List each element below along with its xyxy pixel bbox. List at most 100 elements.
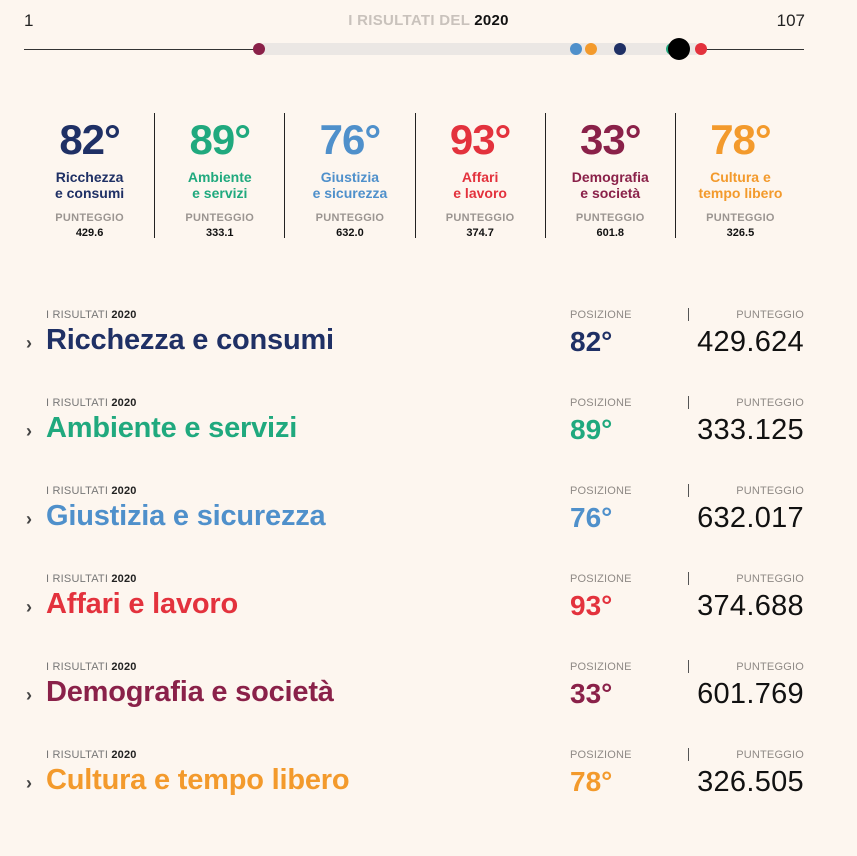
summary-score-label: PUNTEGGIO: [445, 212, 515, 224]
summary-score-label: PUNTEGGIO: [575, 212, 645, 224]
result-row-demografia[interactable]: I RISULTATI 2020 › Demografia e società …: [0, 652, 857, 740]
summary-score-label: PUNTEGGIO: [185, 212, 255, 224]
rank-title-prefix: I RISULTATI DEL: [348, 12, 471, 29]
chevron-right-icon[interactable]: ›: [26, 685, 32, 705]
column-divider: [688, 308, 689, 321]
result-row-giustizia[interactable]: I RISULTATI 2020 › Giustizia e sicurezza…: [0, 476, 857, 564]
rank-min-label: 1: [24, 11, 34, 30]
result-title[interactable]: Ambiente e servizi: [46, 412, 298, 444]
summary-category-name: Demografia e società: [546, 169, 675, 201]
position-value: 89°: [570, 414, 613, 445]
summary-box-ambiente[interactable]: 89° Ambiente e servizi PUNTEGGIO 333.1: [154, 113, 284, 239]
kicker-year: 2020: [111, 485, 137, 497]
rank-dot: [569, 43, 582, 55]
result-title[interactable]: Demografia e società: [46, 676, 334, 708]
chevron-right-icon[interactable]: ›: [26, 333, 32, 353]
summary-name-line2: e società: [580, 185, 641, 201]
position-label: POSIZIONE: [570, 309, 632, 321]
rank-range-band: [259, 43, 701, 55]
summary-score-value: 429.6: [75, 227, 104, 239]
summary-box-cultura[interactable]: 78° Cultura e tempo libero PUNTEGGIO 326…: [674, 113, 805, 239]
summary-box-demografia[interactable]: 33° Demografia e società PUNTEGGIO 601.8: [544, 113, 675, 239]
score-value: 333.125: [697, 414, 804, 446]
score-label: PUNTEGGIO: [736, 485, 804, 497]
summary-box-giustizia[interactable]: 76° Giustizia e sicurezza PUNTEGGIO 632.…: [284, 113, 414, 239]
summary-category-name: Cultura e tempo libero: [676, 169, 805, 201]
score-label: PUNTEGGIO: [736, 397, 804, 409]
kicker-year: 2020: [111, 749, 137, 761]
summary-rank: 76°: [319, 116, 382, 163]
result-row-cultura[interactable]: I RISULTATI 2020 › Cultura e tempo liber…: [0, 740, 857, 828]
result-kicker: I RISULTATI 2020: [46, 397, 137, 409]
chevron-right-icon[interactable]: ›: [26, 509, 32, 529]
score-label: PUNTEGGIO: [736, 573, 804, 585]
result-kicker: I RISULTATI 2020: [46, 485, 137, 497]
kicker-prefix: I RISULTATI: [46, 661, 109, 673]
rank-dot: [694, 43, 707, 55]
score-label: PUNTEGGIO: [736, 749, 804, 761]
summary-rank: 78°: [710, 116, 772, 163]
rank-title-year: 2020: [474, 12, 509, 29]
position-value: 76°: [570, 502, 613, 533]
summary-box-ricchezza[interactable]: 82° Ricchezza e consumi PUNTEGGIO 429.6: [25, 113, 154, 240]
position-label: POSIZIONE: [570, 749, 632, 761]
score-value: 429.624: [697, 326, 804, 358]
position-label: POSIZIONE: [570, 485, 632, 497]
rank-strip-title: I RISULTATI DEL 2020: [0, 12, 857, 29]
result-row-affari[interactable]: I RISULTATI 2020 › Affari e lavoro POSIZ…: [0, 564, 857, 652]
kicker-year: 2020: [111, 573, 137, 585]
position-value: 93°: [570, 590, 613, 621]
summary-name-line1: Ricchezza: [55, 169, 124, 185]
summary-category-name: Affari e lavoro: [416, 169, 545, 201]
summary-category-name: Giustizia e sicurezza: [285, 169, 414, 201]
column-divider: [688, 748, 689, 761]
result-kicker: I RISULTATI 2020: [46, 309, 137, 321]
chevron-right-icon[interactable]: ›: [26, 421, 32, 441]
summary-score-label: PUNTEGGIO: [55, 212, 124, 224]
summary-score-label: PUNTEGGIO: [315, 212, 385, 224]
results-list: I RISULTATI 2020 › Ricchezza e consumi P…: [0, 300, 857, 828]
summary-rank: 82°: [59, 116, 121, 163]
position-label: POSIZIONE: [570, 397, 632, 409]
summary-name-line2: tempo libero: [698, 185, 783, 201]
kicker-prefix: I RISULTATI: [46, 397, 109, 409]
summary-category-name: Ricchezza e consumi: [25, 169, 154, 201]
result-kicker: I RISULTATI 2020: [46, 661, 137, 673]
rank-dot: [584, 43, 597, 55]
score-value: 326.505: [697, 766, 804, 798]
result-title[interactable]: Giustizia e sicurezza: [46, 500, 326, 532]
position-value: 82°: [570, 326, 613, 357]
position-value: 78°: [570, 766, 613, 797]
summary-name-line1: Affari: [461, 169, 499, 185]
result-title[interactable]: Ricchezza e consumi: [46, 324, 334, 356]
kicker-prefix: I RISULTATI: [46, 485, 109, 497]
chevron-right-icon[interactable]: ›: [26, 773, 32, 793]
summary-score-value: 374.7: [466, 227, 494, 239]
result-row-ricchezza[interactable]: I RISULTATI 2020 › Ricchezza e consumi P…: [0, 300, 857, 388]
summary-name-line2: e servizi: [192, 185, 248, 201]
result-title[interactable]: Cultura e tempo libero: [46, 764, 350, 796]
result-kicker: I RISULTATI 2020: [46, 749, 137, 761]
summary-category-name: Ambiente e servizi: [155, 169, 284, 201]
summary-name-line1: Giustizia: [320, 169, 380, 185]
summary-box-affari[interactable]: 93° Affari e lavoro PUNTEGGIO 374.7: [414, 113, 545, 239]
result-title[interactable]: Affari e lavoro: [46, 588, 238, 620]
column-divider: [688, 484, 689, 497]
summary-score-value: 632.0: [336, 227, 364, 239]
summary-name-line1: Demografia: [571, 169, 649, 185]
rank-strip: 1 I RISULTATI DEL 2020 107: [0, 0, 857, 70]
summary-rank: 33°: [580, 116, 642, 163]
score-value: 374.688: [697, 590, 804, 622]
summary-name-line1: Ambiente: [187, 169, 252, 185]
result-row-ambiente[interactable]: I RISULTATI 2020 › Ambiente e servizi PO…: [0, 388, 857, 476]
summary-rank: 89°: [189, 116, 252, 163]
position-label: POSIZIONE: [570, 573, 632, 585]
overall-rank-dot: [667, 38, 690, 60]
score-label: PUNTEGGIO: [736, 309, 804, 321]
summary-score-value: 333.1: [205, 227, 234, 239]
rank-dot: [253, 43, 266, 55]
chevron-right-icon[interactable]: ›: [26, 597, 32, 617]
kicker-year: 2020: [111, 661, 137, 673]
kicker-prefix: I RISULTATI: [46, 309, 109, 321]
summary-name-line1: Cultura e: [710, 169, 771, 185]
